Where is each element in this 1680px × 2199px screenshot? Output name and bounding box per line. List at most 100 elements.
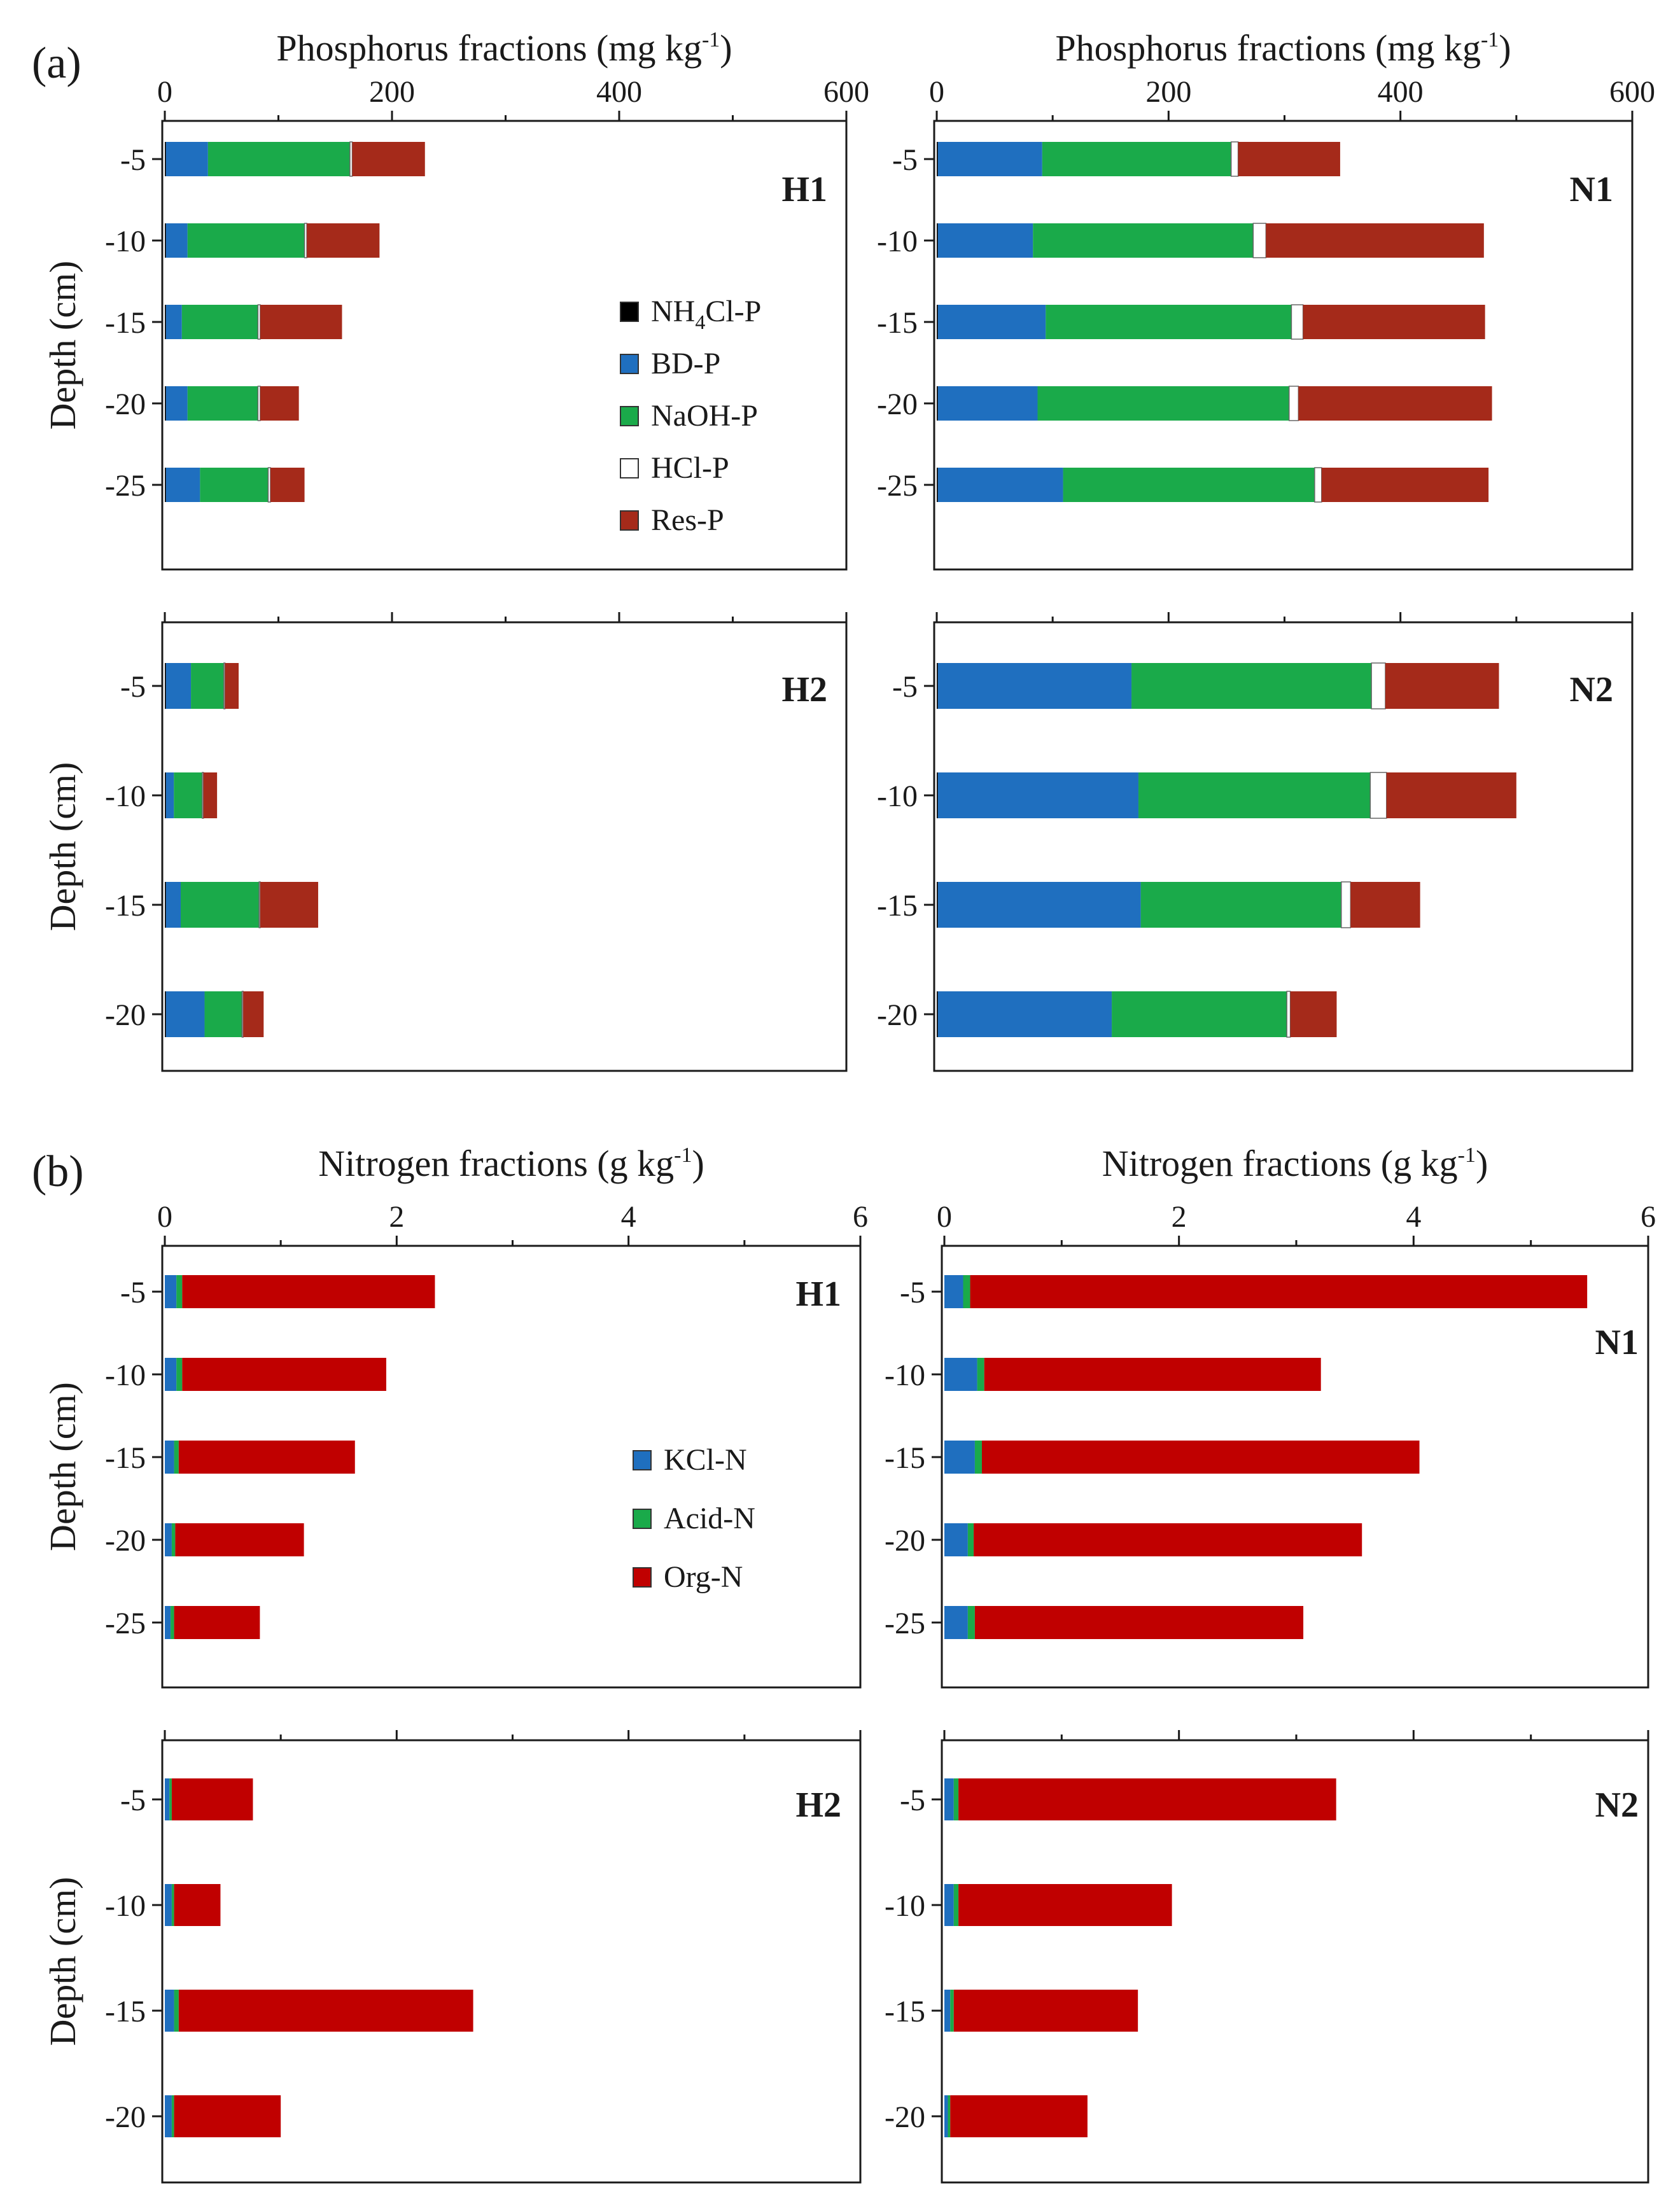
bar-bd-p-25	[937, 468, 1063, 502]
legend-swatch-org-n	[633, 1567, 652, 1588]
bar-nh4cl-p-20	[937, 991, 938, 1037]
bar-naoh-p-20	[187, 386, 258, 421]
bar-acid-n-15	[974, 1441, 982, 1474]
panel-tag-h1: H1	[781, 170, 827, 209]
bar-org-n-10	[958, 1884, 1172, 1926]
bar-res-p-5	[352, 142, 425, 176]
chart-n-h2: Depth (cm) -5 -10 -15 -20 H2	[42, 1730, 862, 2184]
plot-frame	[941, 1245, 1649, 1689]
y-tick-label: -5	[900, 1276, 925, 1309]
y-tick-label: -10	[877, 225, 918, 258]
bar-hcl-p-15	[1341, 881, 1352, 928]
bar-acid-n-20	[171, 2095, 174, 2137]
y-tick-label: -25	[877, 469, 918, 503]
x-tick-label: 0	[929, 75, 944, 109]
y-axis-title: Depth (cm)	[42, 261, 83, 430]
y-tick-label: -5	[120, 143, 146, 177]
bar-bd-p-5	[937, 142, 1042, 176]
panel-tag-n2: N2	[1570, 670, 1613, 709]
bar-hcl-p-20	[241, 991, 244, 1038]
bar-naoh-p-20	[1037, 386, 1289, 421]
y-tick-label: -20	[105, 2100, 146, 2134]
y-axis-title: Depth (cm)	[42, 1382, 83, 1551]
bar-res-p-10	[203, 772, 218, 818]
bar-res-p-5	[1238, 142, 1340, 176]
bar-hcl-p-20	[1289, 386, 1299, 421]
legend-swatch-hcl-p	[620, 458, 639, 478]
bar-nh4cl-p-15	[165, 305, 166, 339]
bar-org-n-20	[174, 2095, 281, 2137]
bar-res-p-5	[225, 663, 239, 709]
chart-p-h2: Depth (cm) -5 -10 -15 -20 H2	[42, 612, 848, 1072]
chart-n-h1: 0 2 4 6 Nitrogen fractions (g kg-1) Depth (cm…	[42, 1143, 868, 1689]
x-tick-label: 0	[157, 1200, 172, 1234]
x-tick-label: 600	[823, 75, 869, 109]
bar-bd-p-5	[165, 663, 192, 709]
legend-label-acid-n: Acid-N	[664, 1502, 755, 1535]
y-tick-label: -5	[892, 670, 918, 704]
bar-res-p-10	[307, 223, 380, 258]
bar-hcl-p-25	[267, 467, 271, 503]
bar-kcl-n-5	[165, 1778, 170, 1820]
x-axis-title-sup: -1	[1458, 1143, 1476, 1167]
bar-acid-n-5	[963, 1275, 970, 1308]
plot-frame	[161, 621, 848, 1072]
panel-tag-n2: N2	[1595, 1785, 1639, 1825]
bar-res-p-15	[260, 305, 342, 339]
y-tick-label: -15	[877, 306, 918, 340]
x-tick-label: 2	[389, 1200, 404, 1234]
bar-nh4cl-p-15	[937, 305, 938, 339]
x-tick-label: 2	[1172, 1200, 1187, 1234]
bar-hcl-p-20	[1286, 991, 1291, 1038]
bar-kcl-n-20	[165, 2095, 172, 2137]
bar-org-n-10	[182, 1358, 386, 1391]
bar-org-n-25	[174, 1606, 260, 1639]
bar-nh4cl-p-5	[937, 663, 938, 709]
section-label-a: (a)	[32, 39, 81, 88]
legend-swatch-acid-n	[633, 1509, 652, 1529]
legend-swatch-bd-p	[620, 354, 639, 374]
bar-nh4cl-p-15	[937, 882, 938, 928]
legend-label-naoh-p: NaOH-P	[651, 399, 758, 433]
bar-hcl-p-10	[1369, 772, 1387, 819]
bar-acid-n-25	[967, 1606, 975, 1639]
bar-naoh-p-25	[200, 468, 269, 502]
bar-acid-n-15	[174, 1990, 179, 2032]
bar-bd-p-15	[165, 305, 182, 339]
x-axis-title: Phosphorus fractions (mg kg-1)	[1055, 27, 1511, 69]
x-axis-title: Nitrogen fractions (g kg-1)	[1102, 1143, 1488, 1184]
bar-bd-p-15	[937, 882, 1141, 928]
bar-naoh-p-10	[187, 223, 305, 258]
bar-res-p-10	[1386, 772, 1516, 818]
bar-org-n-15	[178, 1441, 355, 1474]
bar-res-p-15	[1350, 882, 1420, 928]
bar-org-n-15	[981, 1441, 1420, 1474]
y-tick-label: -10	[105, 1358, 146, 1392]
bar-nh4cl-p-10	[937, 223, 938, 258]
x-tick-label: 6	[853, 1200, 868, 1234]
bar-hcl-p-5	[349, 141, 353, 177]
bar-acid-n-5	[953, 1778, 959, 1820]
chart-n-n2: -5 -10 -15 -20 N2	[885, 1730, 1649, 2184]
x-axis-title-end: )	[1476, 1143, 1488, 1184]
y-tick-label: -20	[885, 1524, 925, 1558]
bar-hcl-p-15	[257, 304, 261, 340]
bar-res-p-20	[260, 386, 299, 421]
bar-bd-p-20	[165, 386, 188, 421]
y-tick-label: -10	[885, 1889, 925, 1923]
bar-bd-p-10	[165, 772, 174, 818]
bar-naoh-p-20	[204, 991, 242, 1037]
bar-kcl-n-25	[165, 1606, 171, 1639]
legend-label-kcl-n: KCl-N	[664, 1443, 747, 1477]
bar-naoh-p-15	[181, 305, 258, 339]
chart-p-h1: 0 200 400 600 Phosphorus fractions (mg kg-1)…	[42, 27, 869, 571]
x-tick-label: 600	[1609, 75, 1655, 109]
panel-tag-h2: H2	[795, 1785, 841, 1825]
bar-naoh-p-15	[180, 882, 260, 928]
x-axis-title-end: )	[692, 1143, 704, 1184]
bar-kcl-n-15	[165, 1990, 174, 2032]
bar-bd-p-10	[165, 223, 188, 258]
x-axis-title-sup: -1	[674, 1143, 692, 1167]
y-tick-label: -5	[900, 1784, 925, 1817]
